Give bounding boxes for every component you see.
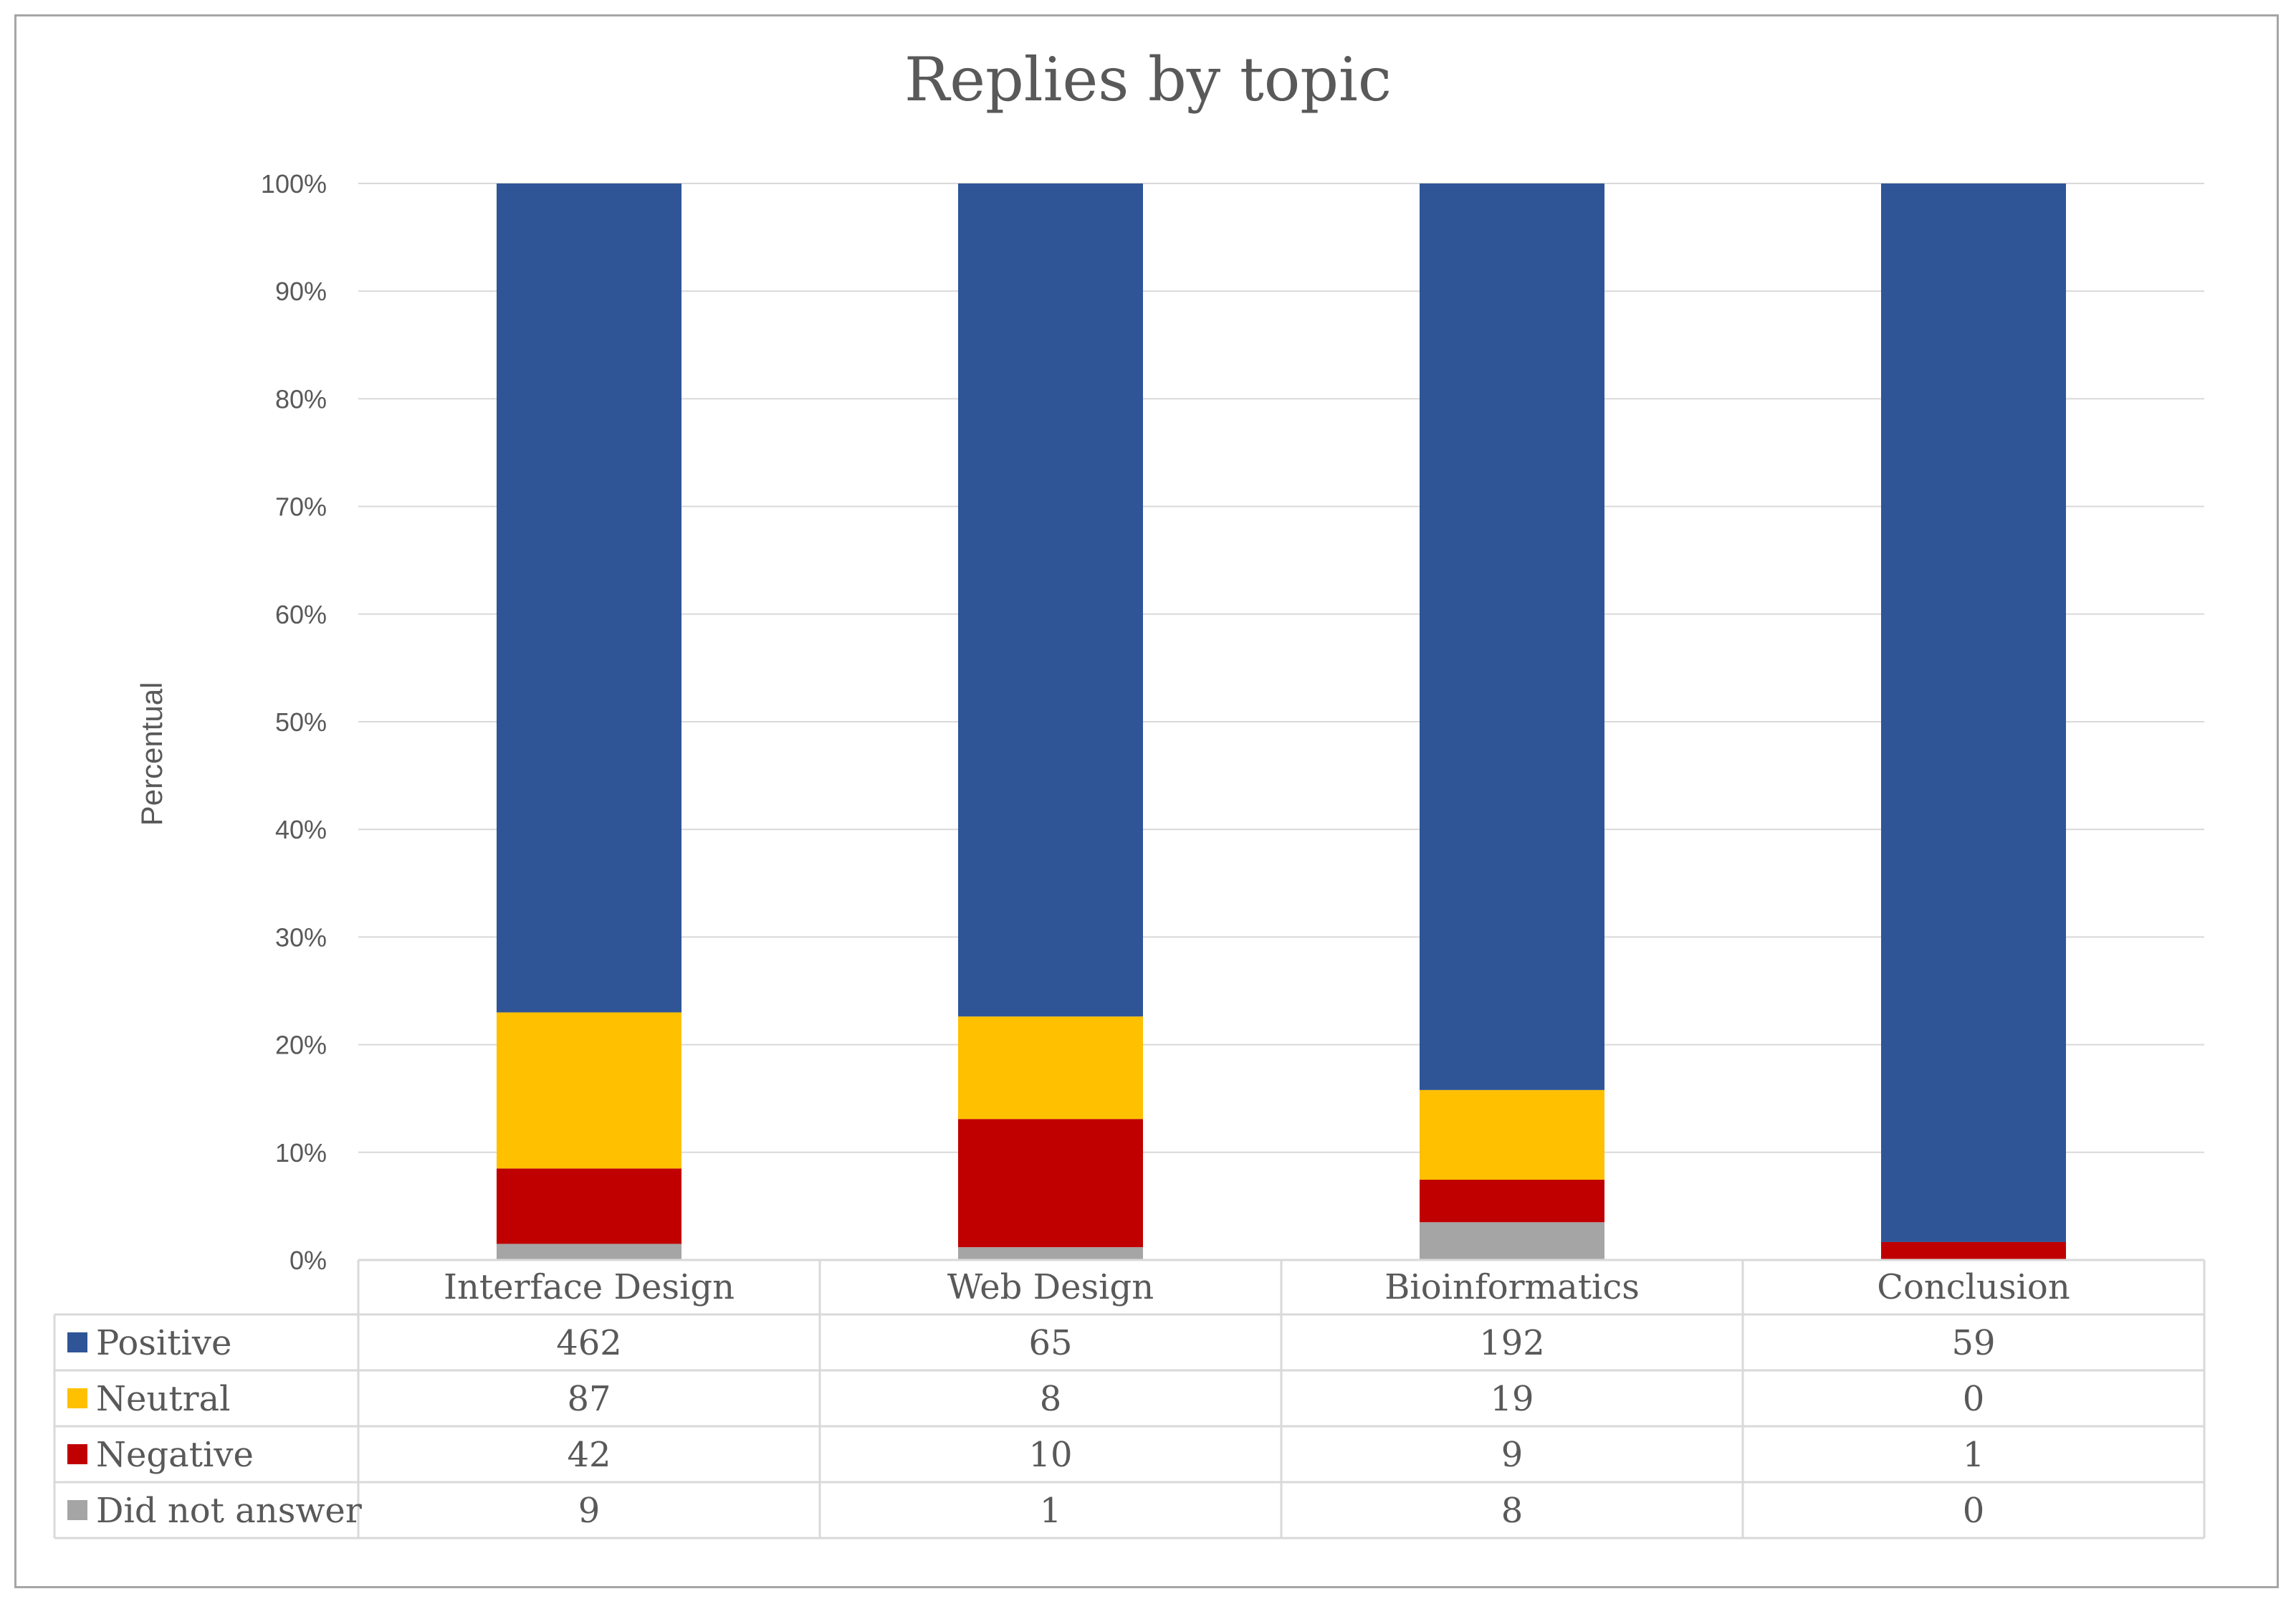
bar-segment-positive: [1420, 183, 1604, 1090]
y-tick-label: 30%: [275, 922, 327, 952]
y-tick-label: 70%: [275, 492, 327, 522]
data-table: Interface Design Web Design Bioinformatics…: [53, 1259, 2206, 1539]
x-tick-label: Bioinformatics: [1384, 1267, 1640, 1307]
data-label: 9: [1501, 1435, 1524, 1475]
data-label: 10: [1028, 1435, 1072, 1475]
y-axis-ticks: 0% 10% 20% 30% 40% 50% 60% 70% 80% 90% 100%: [261, 169, 327, 1275]
bar-segment-neutral: [497, 1012, 681, 1169]
data-label: 8: [1040, 1379, 1062, 1419]
bar-segment-did-not-answer: [497, 1243, 681, 1260]
x-tick-label: Conclusion: [1877, 1267, 2070, 1307]
data-label: 0: [1963, 1491, 1985, 1531]
chart-title: Replies by topic: [904, 44, 1392, 115]
legend-key-neutral: [67, 1388, 87, 1408]
bars: [358, 183, 2204, 1261]
x-tick-label: Interface Design: [444, 1267, 735, 1307]
bar-segment-negative: [1881, 1241, 2066, 1260]
legend-key-positive: [67, 1332, 87, 1352]
bar-segment-neutral: [958, 1016, 1143, 1120]
legend-label: Negative: [96, 1435, 254, 1475]
legend-key-did-not-answer: [67, 1500, 87, 1520]
y-tick-label: 60%: [275, 600, 327, 629]
bar-segment-positive: [1881, 183, 2066, 1242]
bar-stack-interface-design: [497, 183, 681, 1260]
data-label: 87: [567, 1379, 611, 1419]
bar-stack-web-design: [958, 183, 1143, 1260]
bar-segment-neutral: [1420, 1089, 1604, 1180]
y-tick-label: 50%: [275, 707, 327, 737]
legend-label: Did not answer: [96, 1491, 362, 1531]
bar-segment-negative: [958, 1119, 1143, 1248]
y-tick-label: 80%: [275, 384, 327, 414]
data-label: 19: [1490, 1379, 1534, 1419]
y-tick-label: 100%: [261, 169, 327, 199]
legend-label: Neutral: [96, 1379, 231, 1419]
y-tick-label: 10%: [275, 1138, 327, 1168]
data-label: 462: [556, 1323, 622, 1363]
y-tick-label: 90%: [275, 277, 327, 306]
y-tick-label: 20%: [275, 1031, 327, 1060]
legend-key-negative: [67, 1444, 87, 1464]
data-label: 0: [1963, 1379, 1985, 1419]
data-label: 59: [1951, 1323, 1995, 1363]
y-tick-label: 40%: [275, 815, 327, 844]
data-label: 1: [1963, 1435, 1985, 1475]
y-tick-label: 0%: [290, 1246, 327, 1275]
bar-segment-negative: [1420, 1180, 1604, 1223]
data-label: 42: [567, 1435, 611, 1475]
data-label: 192: [1479, 1323, 1545, 1363]
bar-segment-did-not-answer: [958, 1247, 1143, 1260]
bar-stack-bioinformatics: [1420, 183, 1604, 1260]
data-label: 8: [1501, 1491, 1524, 1531]
bar-stack-conclusion: [1881, 183, 2066, 1260]
data-label: 1: [1040, 1491, 1062, 1531]
data-label: 9: [578, 1491, 601, 1531]
bar-segment-did-not-answer: [1420, 1222, 1604, 1260]
bar-segment-positive: [497, 183, 681, 1013]
legend-label: Positive: [96, 1323, 231, 1363]
x-tick-label: Web Design: [947, 1267, 1154, 1307]
bar-segment-positive: [958, 183, 1143, 1017]
y-axis-label: Percentual: [135, 682, 168, 826]
bar-segment-negative: [497, 1168, 681, 1244]
data-label: 65: [1028, 1323, 1072, 1363]
